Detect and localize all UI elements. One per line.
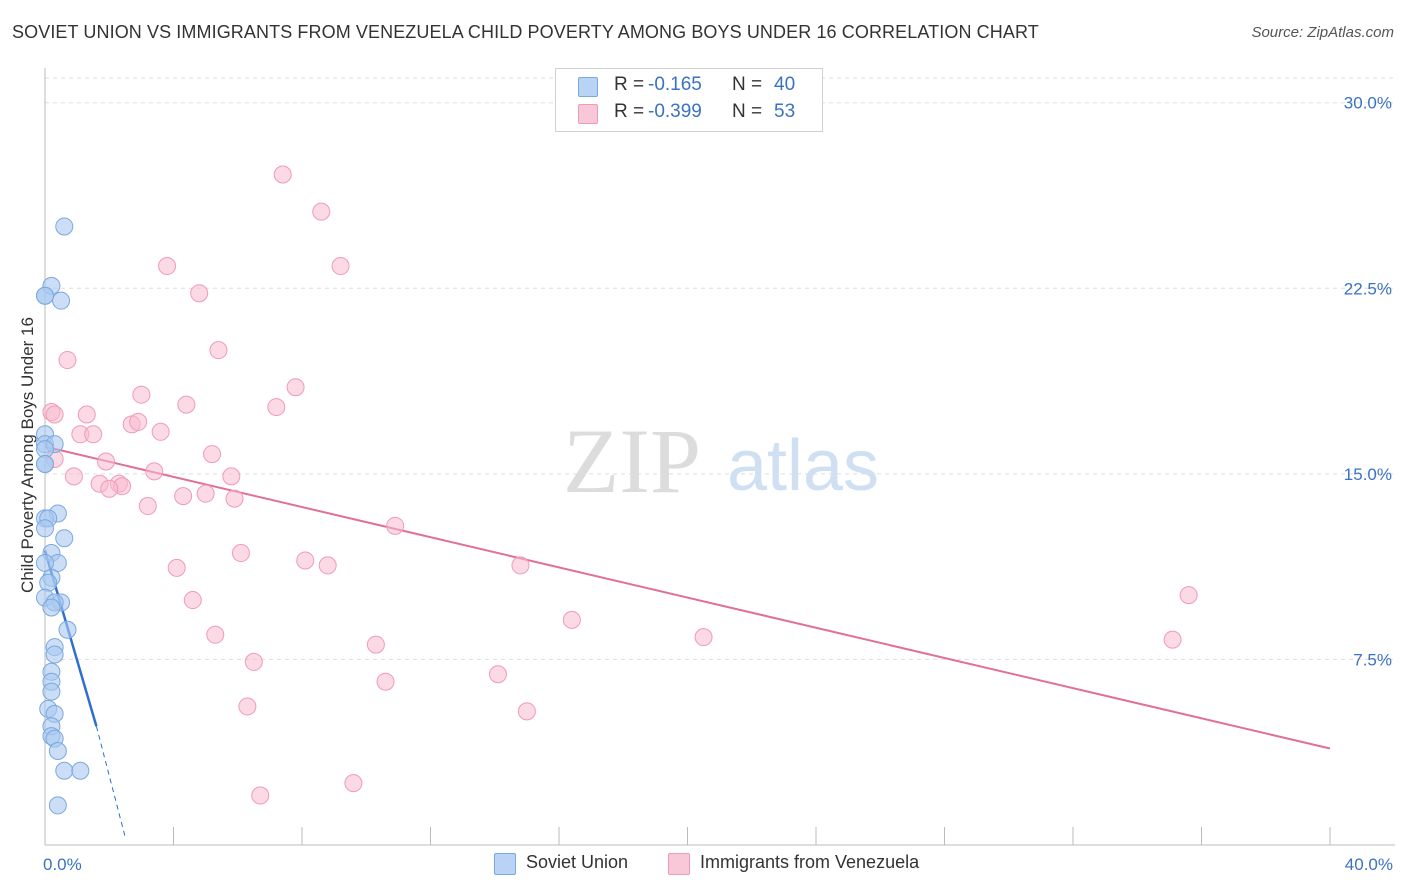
- soviet-point: [45, 645, 64, 664]
- venezuela-point: [376, 672, 395, 691]
- soviet-point: [36, 454, 54, 473]
- venezuela-point: [366, 635, 385, 654]
- venezuela-point: [296, 551, 315, 570]
- soviet-point: [36, 553, 54, 572]
- venezuela-point: [64, 467, 83, 486]
- venezuela-point: [562, 610, 581, 629]
- venezuela-point: [386, 516, 405, 535]
- venezuela-point: [177, 395, 196, 414]
- venezuela-point: [1163, 630, 1182, 649]
- soviet-point: [42, 682, 61, 701]
- venezuela-point: [222, 467, 241, 486]
- venezuela-point: [312, 202, 331, 221]
- soviet-point: [48, 796, 67, 815]
- venezuela-point: [238, 697, 257, 716]
- soviet-point: [55, 761, 74, 780]
- soviet-point: [39, 573, 58, 592]
- venezuela-point: [129, 412, 148, 431]
- y-tick-label: 22.5%: [1344, 279, 1392, 298]
- r-label: R =: [614, 74, 645, 95]
- soviet-point: [55, 217, 74, 236]
- watermark-zip: ZIP: [563, 410, 701, 512]
- venezuela-point: [158, 257, 177, 276]
- n-label: N =: [732, 74, 763, 95]
- venezuela-point: [132, 385, 151, 404]
- soviet-point: [36, 286, 54, 305]
- venezuela-point: [45, 405, 64, 424]
- soviet-point: [42, 598, 61, 617]
- venezuela-point: [694, 628, 713, 647]
- venezuela-point: [331, 257, 350, 276]
- soviet-point: [48, 741, 67, 760]
- soviet-swatch: [578, 77, 598, 97]
- soviet-legend-swatch: [494, 853, 516, 875]
- r-label: R =: [614, 101, 645, 122]
- venezuela-point: [267, 398, 286, 417]
- venezuela-point: [286, 378, 305, 397]
- venezuela-point: [225, 489, 244, 508]
- venezuela-r-value: -0.399: [648, 101, 702, 122]
- venezuela-swatch: [578, 104, 598, 124]
- venezuela-point: [244, 652, 263, 671]
- tick-labels: 7.5% 15.0% 22.5% 30.0% 0.0% 40.0%: [43, 94, 1393, 874]
- y-tick-label: 30.0%: [1344, 94, 1392, 113]
- venezuela-point: [209, 341, 228, 360]
- x-tick-label-max: 40.0%: [1345, 855, 1393, 874]
- venezuela-point: [97, 452, 116, 471]
- venezuela-point: [231, 544, 250, 563]
- venezuela-point: [190, 284, 209, 303]
- soviet-point: [52, 291, 71, 310]
- venezuela-point: [251, 786, 270, 805]
- soviet-point: [71, 761, 90, 780]
- x-tick-label-min: 0.0%: [43, 855, 82, 874]
- soviet-r-value: -0.165: [648, 74, 702, 95]
- legend-label: Soviet Union: [526, 852, 629, 872]
- venezuela-n-value: 53: [774, 101, 796, 122]
- grid-lines: [45, 77, 1395, 660]
- axes: [44, 68, 1395, 846]
- soviet-point: [36, 519, 54, 538]
- y-tick-label: 15.0%: [1344, 465, 1392, 484]
- soviet-point: [58, 620, 77, 639]
- soviet-trend-extension: [95, 726, 126, 838]
- venezuela-point: [145, 462, 164, 481]
- venezuela-point: [1179, 586, 1198, 605]
- venezuela-point: [77, 405, 96, 424]
- y-tick-label: 7.5%: [1353, 650, 1392, 669]
- venezuela-point: [488, 665, 507, 684]
- venezuela-point: [273, 165, 292, 184]
- stats-box: R = -0.165 N = 40 R = -0.399 N = 53: [555, 68, 823, 132]
- venezuela-point: [344, 774, 363, 793]
- venezuela-point: [100, 479, 119, 498]
- chart-title: SOVIET UNION VS IMMIGRANTS FROM VENEZUEL…: [12, 22, 1039, 42]
- venezuela-point: [138, 497, 157, 516]
- venezuela-point: [511, 556, 530, 575]
- venezuela-trend-line: [44, 445, 1331, 750]
- venezuela-point: [84, 425, 103, 444]
- venezuela-legend-swatch: [668, 853, 690, 875]
- venezuela-point: [151, 422, 170, 441]
- source-label: Source: ZipAtlas.com: [1251, 24, 1394, 41]
- venezuela-point: [183, 591, 202, 610]
- venezuela-point: [206, 625, 225, 644]
- venezuela-point: [58, 351, 77, 370]
- venezuela-point: [318, 556, 337, 575]
- venezuela-point: [167, 558, 186, 577]
- venezuela-point: [174, 487, 193, 506]
- data-points: [36, 165, 1198, 815]
- n-label: N =: [732, 101, 763, 122]
- legend-label: Immigrants from Venezuela: [700, 852, 920, 872]
- soviet-point: [55, 529, 74, 548]
- venezuela-point: [203, 445, 222, 464]
- venezuela-point: [196, 484, 215, 503]
- venezuela-point: [517, 702, 536, 721]
- soviet-n-value: 40: [774, 74, 796, 95]
- watermark-atlas: atlas: [727, 426, 879, 506]
